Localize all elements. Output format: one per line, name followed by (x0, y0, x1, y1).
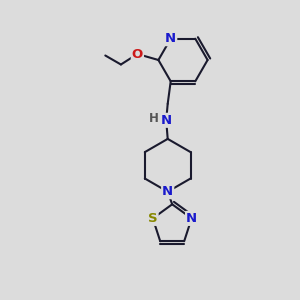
Text: N: N (160, 114, 172, 127)
Text: N: N (165, 32, 176, 45)
Text: H: H (149, 112, 158, 125)
Text: S: S (148, 212, 158, 225)
Text: N: N (186, 212, 197, 225)
Text: N: N (162, 185, 173, 198)
Text: O: O (132, 47, 143, 61)
